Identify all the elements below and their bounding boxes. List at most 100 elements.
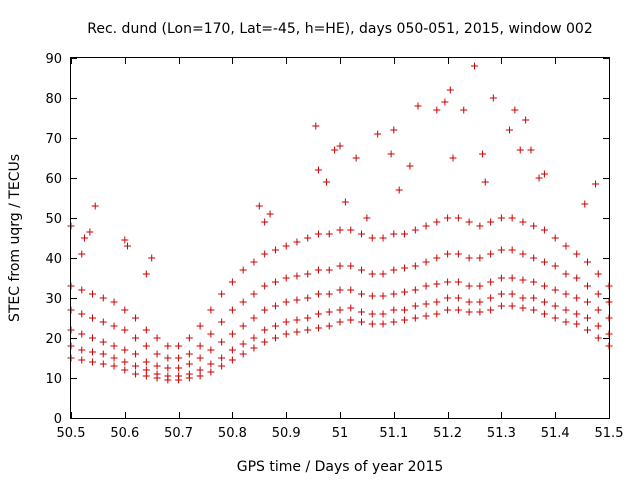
data-point — [374, 130, 382, 138]
data-point — [562, 270, 570, 278]
series-stec-lower-envelope — [67, 302, 613, 384]
x-tick-label: 50.6 — [110, 426, 139, 441]
data-point — [433, 280, 441, 288]
data-point — [142, 372, 150, 380]
data-point — [540, 170, 548, 178]
data-point — [411, 302, 419, 310]
data-point — [446, 86, 454, 94]
data-point — [368, 234, 376, 242]
data-point — [476, 222, 484, 230]
data-point — [304, 314, 312, 322]
data-point — [465, 298, 473, 306]
data-point — [89, 334, 97, 342]
data-point — [132, 314, 140, 322]
data-point — [358, 318, 366, 326]
data-point — [358, 290, 366, 298]
data-point — [519, 218, 527, 226]
data-point — [271, 322, 279, 330]
data-point — [153, 370, 161, 378]
data-point — [282, 298, 290, 306]
data-point — [218, 354, 226, 362]
data-point — [527, 146, 535, 154]
data-point — [414, 102, 422, 110]
data-point — [401, 288, 409, 296]
data-point — [228, 306, 236, 314]
data-point — [323, 178, 331, 186]
data-point — [562, 306, 570, 314]
data-point — [123, 242, 131, 250]
x-axis-label: GPS time / Days of year 2015 — [237, 459, 444, 475]
data-point — [293, 328, 301, 336]
data-point — [86, 228, 94, 236]
data-point — [314, 290, 322, 298]
data-point — [228, 278, 236, 286]
data-point — [207, 360, 215, 368]
data-point — [255, 202, 263, 210]
data-point — [121, 346, 129, 354]
data-point — [142, 358, 150, 366]
data-point — [562, 290, 570, 298]
data-point — [325, 230, 333, 238]
x-tick-label: 51.5 — [595, 426, 624, 441]
data-point — [261, 338, 269, 346]
data-point — [196, 366, 204, 374]
series-stec-middle — [67, 274, 613, 372]
data-point — [441, 98, 449, 106]
data-point — [250, 258, 258, 266]
data-point — [142, 270, 150, 278]
data-point — [196, 372, 204, 380]
data-point — [282, 318, 290, 326]
data-point — [390, 126, 398, 134]
data-point — [368, 320, 376, 328]
data-point — [497, 214, 505, 222]
data-point — [540, 298, 548, 306]
data-point — [78, 346, 86, 354]
data-point — [261, 218, 269, 226]
data-point — [99, 338, 107, 346]
data-point — [444, 294, 452, 302]
data-point — [164, 372, 172, 380]
data-point — [175, 364, 183, 372]
data-point — [347, 304, 355, 312]
data-point — [347, 226, 355, 234]
data-point — [465, 254, 473, 262]
x-tick-label: 50.8 — [218, 426, 247, 441]
x-tick-label: 51.2 — [433, 426, 462, 441]
data-point — [562, 318, 570, 326]
data-point — [487, 250, 495, 258]
data-point — [142, 342, 150, 350]
data-point — [250, 334, 258, 342]
data-point — [594, 334, 602, 342]
data-point — [110, 362, 118, 370]
data-point — [78, 310, 86, 318]
data-point — [551, 262, 559, 270]
data-point — [293, 296, 301, 304]
data-point — [519, 276, 527, 284]
data-point — [433, 298, 441, 306]
data-point — [132, 350, 140, 358]
data-point — [379, 270, 387, 278]
data-point — [314, 324, 322, 332]
series-stec-lower-mid — [67, 290, 613, 380]
data-point — [228, 330, 236, 338]
data-point — [110, 298, 118, 306]
series-stec-upper — [67, 214, 613, 350]
data-point — [422, 258, 430, 266]
data-point — [99, 318, 107, 326]
data-point — [271, 302, 279, 310]
data-point — [530, 278, 538, 286]
data-point — [314, 230, 322, 238]
data-point — [508, 214, 516, 222]
data-point — [314, 310, 322, 318]
y-tick-label: 30 — [45, 292, 62, 307]
data-point — [379, 310, 387, 318]
data-point — [411, 262, 419, 270]
data-point — [261, 282, 269, 290]
data-point — [121, 358, 129, 366]
chart-title: Rec. dund (Lon=170, Lat=-45, h=HE), days… — [87, 21, 593, 37]
data-point — [325, 322, 333, 330]
data-point — [476, 254, 484, 262]
data-point — [460, 106, 468, 114]
data-point — [379, 320, 387, 328]
data-point — [121, 236, 129, 244]
